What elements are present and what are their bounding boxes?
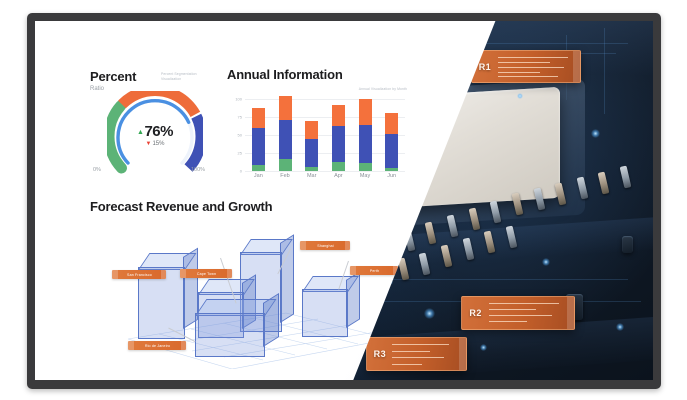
tag-cap-left <box>300 241 306 250</box>
annotation-r1-lines <box>496 51 573 82</box>
forecast-label-text: Cape Town <box>196 271 217 276</box>
bar-segment-growth <box>331 104 345 127</box>
gauge-value: 76% <box>144 123 173 140</box>
forecast-bar-cape-town <box>198 274 256 345</box>
bar-segment-core <box>251 127 265 166</box>
forecast-label-text: San Francisco <box>127 272 152 277</box>
tag-cap-right <box>181 341 186 350</box>
gauge-readout: ▲76% ▼15% <box>107 123 203 147</box>
bar-column[interactable] <box>251 108 265 171</box>
trend-up-icon: ▲ <box>137 128 144 136</box>
y-axis-tick: 0 <box>239 168 242 174</box>
annotation-r1-cap <box>572 51 580 82</box>
annotation-r2-lines <box>487 297 567 329</box>
tag-cap-right <box>227 269 232 278</box>
bar-segment-base <box>278 158 292 171</box>
x-axis-label: Apr <box>334 173 343 179</box>
bar-segment-growth <box>358 99 372 125</box>
gridline: 100 <box>235 97 405 102</box>
forecast-label-text: Rio de Janeiro <box>144 343 171 348</box>
bar-segment-core <box>278 119 292 159</box>
forecast-bar-san-francisco <box>138 247 198 345</box>
gridline: 0 <box>240 169 405 174</box>
gridline: 25 <box>238 151 405 156</box>
tag-cap-right <box>161 270 166 279</box>
gauge-axis-max: 100% <box>191 167 206 173</box>
x-axis-label: Feb <box>280 173 290 179</box>
forecast-label-cape-town[interactable]: Cape Town <box>180 269 232 278</box>
bar-segment-core <box>331 126 345 162</box>
annotation-r2-cap <box>566 296 574 329</box>
gauge-axis-min: 0% <box>93 167 101 173</box>
forecast-title: Forecast Revenue and Growth <box>90 199 273 214</box>
annotation-r3-cap <box>458 337 466 371</box>
bar-column[interactable] <box>305 120 319 171</box>
gauge-value-row: ▲76% <box>107 123 203 140</box>
annotation-r1[interactable]: R1 <box>470 50 581 83</box>
forecast-label-san-francisco[interactable]: San Francisco <box>112 270 166 279</box>
annotation-r3[interactable]: R3 <box>365 336 467 372</box>
x-axis-label: Mar <box>306 173 317 179</box>
tag-cap-left <box>180 269 186 278</box>
bar-segment-growth <box>278 96 292 120</box>
forecast-bar-rio-de-janeiro <box>195 293 279 357</box>
gauge-title: Percent <box>90 69 137 84</box>
annotation-r3-label: R3 <box>373 349 387 360</box>
annotation-r2-label: R2 <box>469 307 482 318</box>
bar-segment-core <box>305 139 319 168</box>
gauge-delta: 15% <box>152 141 165 147</box>
y-axis-tick: 25 <box>237 150 242 156</box>
bar-column[interactable] <box>331 104 345 171</box>
gridline: 75 <box>238 115 405 120</box>
tag-cap-left <box>112 270 118 279</box>
y-axis-tick: 50 <box>237 132 242 138</box>
y-axis-tick: 100 <box>235 96 242 102</box>
bar-column[interactable] <box>278 96 292 171</box>
monitor-bezel: R1 R2 <box>35 21 653 380</box>
gauge-micro-caption: Percent Segmentation Visualization <box>161 72 197 81</box>
gauge-subtitle: Ratio <box>90 86 105 92</box>
bar-chart-title: Annual Information <box>227 67 343 82</box>
screen-content: R1 R2 <box>35 21 653 380</box>
bar-segment-growth <box>305 120 319 140</box>
x-axis-label: Jan <box>253 173 263 179</box>
display-monitor: R1 R2 <box>27 13 661 389</box>
tag-cap-left <box>128 341 134 350</box>
trend-down-icon: ▼ <box>145 141 152 147</box>
gridline: 50 <box>238 133 405 138</box>
forecast-label-rio-de-janeiro[interactable]: Rio de Janeiro <box>128 341 186 350</box>
y-axis-tick: 75 <box>237 114 242 120</box>
gauge-delta-row: ▼15% <box>107 141 203 147</box>
gauge-chart <box>107 91 203 174</box>
annotation-r2[interactable]: R2 <box>461 295 575 330</box>
gauge-header: Percent Ratio <box>90 69 136 92</box>
bar-segment-base <box>305 167 319 171</box>
annotation-r3-lines <box>391 338 458 370</box>
bar-segment-base <box>251 165 265 171</box>
bar-segment-base <box>331 161 345 171</box>
bar-segment-growth <box>251 108 265 128</box>
gauge-card: Percent Ratio Percent Segmentation Visua… <box>90 69 220 187</box>
annotation-r1-label: R1 <box>478 61 492 72</box>
